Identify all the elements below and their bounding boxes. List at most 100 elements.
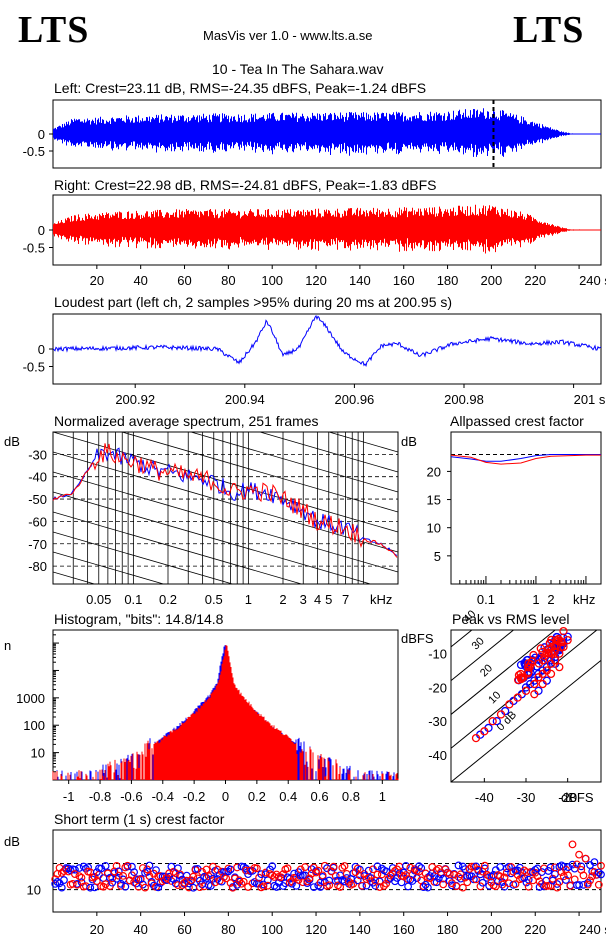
short-crest-right-point xyxy=(138,864,147,872)
short-crest-right-point xyxy=(244,883,252,891)
short-crest-right-point xyxy=(143,865,152,874)
short-crest-left-point xyxy=(456,874,465,883)
short-crest-x-tick-label: 20 xyxy=(90,922,104,937)
short-crest-right-point xyxy=(500,873,509,882)
short-crest-right-point xyxy=(338,863,347,872)
right-x-tick-label: 200 xyxy=(481,273,503,288)
right-title: Right: Crest=22.98 dB, RMS=-24.81 dBFS, … xyxy=(54,177,437,193)
loudest-x-tick-label: 200.98 xyxy=(444,392,484,407)
peak-rms-left-point xyxy=(492,717,501,726)
short-crest-left-point xyxy=(86,883,95,892)
lts-logo-right: LTS xyxy=(513,9,585,51)
short-crest-left-point xyxy=(371,881,380,890)
histogram-title: Histogram, "bits": 14.8/14.8 xyxy=(54,611,224,627)
spectrum-slope-guide xyxy=(53,511,303,584)
short-crest-x-tick-label: 160 xyxy=(393,922,415,937)
short-crest-right-point xyxy=(90,872,99,881)
short-crest-left-point xyxy=(51,879,60,888)
short-crest-left-point xyxy=(553,880,562,888)
histogram-x-tick-label: -0.6 xyxy=(120,789,142,804)
short-crest-left-point xyxy=(108,878,117,887)
histogram-x-tick-label: 1 xyxy=(379,789,386,804)
short-crest-left-point xyxy=(404,882,413,891)
short-crest-right-point xyxy=(220,873,228,881)
short-crest-left-point xyxy=(114,867,123,876)
spectrum-y-tick-label: -50 xyxy=(28,492,47,507)
short-crest-right-point xyxy=(586,876,594,885)
peak-rms-right-point xyxy=(496,710,506,719)
spectrum-x-tick-label: 5 xyxy=(325,592,332,607)
short-crest-left-point xyxy=(75,864,84,872)
short-crest-x-tick-label: 80 xyxy=(221,922,235,937)
short-crest-right-point xyxy=(459,883,467,892)
spectrum-x-tick-label: 3 xyxy=(300,592,307,607)
loudest-x-tick-label: 201 s xyxy=(574,392,606,407)
short-crest-left-point xyxy=(448,881,456,890)
spectrum-right-line xyxy=(52,443,398,558)
short-crest-left-point xyxy=(353,876,362,885)
short-crest-right-point xyxy=(320,861,329,870)
spectrum-y-tick-label: -30 xyxy=(28,447,47,462)
spectrum-slope-guide xyxy=(396,432,398,433)
right-x-tick-label: 60 xyxy=(177,273,191,288)
short-crest-right-point xyxy=(386,871,395,880)
peak-rms-crest-label: 40 xyxy=(461,608,478,625)
short-crest-left-point xyxy=(382,867,391,876)
crest-y-tick-label: 10 xyxy=(427,521,441,536)
short-crest-x-tick-label: 220 xyxy=(524,922,546,937)
short-crest-left-point xyxy=(469,875,478,884)
peak-rms-x-unit-label: dBFS xyxy=(561,790,594,805)
short-crest-right-point xyxy=(77,873,86,882)
short-crest-right-point xyxy=(511,880,520,889)
peak-rms-right-point xyxy=(555,663,564,672)
short-crest-right-point xyxy=(355,871,364,880)
peak-rms-right-point xyxy=(505,700,514,709)
crest-x-tick-label: 0.1 xyxy=(477,592,495,607)
peak-rms-y-tick-label: -40 xyxy=(428,748,447,763)
histogram-right-bars xyxy=(52,645,399,780)
short-crest-right-point xyxy=(472,875,480,884)
spectrum-y-unit-label: dB xyxy=(4,434,20,449)
peak-rms-right-point xyxy=(521,686,531,695)
short-crest-right-point xyxy=(294,876,303,884)
short-crest-left-point xyxy=(590,858,599,867)
short-crest-left-point xyxy=(478,878,487,887)
short-crest-right-point xyxy=(283,864,292,873)
right-y-tick-label: 0 xyxy=(38,223,45,238)
short-crest-right-point xyxy=(331,872,340,880)
short-crest-right-point xyxy=(592,870,601,879)
right-y-tick-label: -0.5 xyxy=(23,241,45,256)
crest-y-tick-label: 20 xyxy=(427,464,441,479)
short-crest-x-tick-label: 200 xyxy=(481,922,503,937)
spectrum-frame xyxy=(52,431,399,585)
loudest-y-tick-label: 0 xyxy=(38,342,45,357)
short-crest-right-point xyxy=(564,871,573,880)
loudest-y-tick-label: -0.5 xyxy=(23,360,45,375)
peak-rms-crest-label: 10 xyxy=(486,689,503,706)
short-crest-right-point xyxy=(189,872,198,881)
peak-rms-x-tick-label: -40 xyxy=(475,790,494,805)
short-crest-left-point xyxy=(562,876,570,884)
peak-rms-right-point xyxy=(559,626,568,636)
short-crest-right-point xyxy=(340,862,349,870)
short-crest-x-tick-label: 60 xyxy=(177,922,191,937)
histogram-x-tick-label: -0.4 xyxy=(152,789,174,804)
short-crest-left-point xyxy=(79,862,88,871)
histogram-x-tick-label: -0.2 xyxy=(183,789,205,804)
spectrum-slope-guide xyxy=(53,252,398,352)
short-crest-left-point xyxy=(594,868,603,877)
crest-y-tick-label: 15 xyxy=(427,493,441,508)
crest-x-unit-label: kHz xyxy=(573,592,595,607)
histogram-y-tick-label: 10 xyxy=(31,746,45,761)
short-crest-left-point xyxy=(60,876,68,884)
short-crest-right-point xyxy=(583,880,592,889)
peak-rms-right-point xyxy=(524,659,533,668)
spectrum-slope-guide xyxy=(189,432,398,493)
short-crest-right-point xyxy=(505,879,513,888)
histogram-y-tick-label: 1000 xyxy=(16,691,45,706)
short-crest-left-point xyxy=(366,874,375,882)
short-crest-left-point xyxy=(575,881,583,889)
short-crest-x-tick-label: 120 xyxy=(305,922,327,937)
spectrum-y-tick-label: -40 xyxy=(28,470,47,485)
short-crest-right-point xyxy=(597,861,605,870)
